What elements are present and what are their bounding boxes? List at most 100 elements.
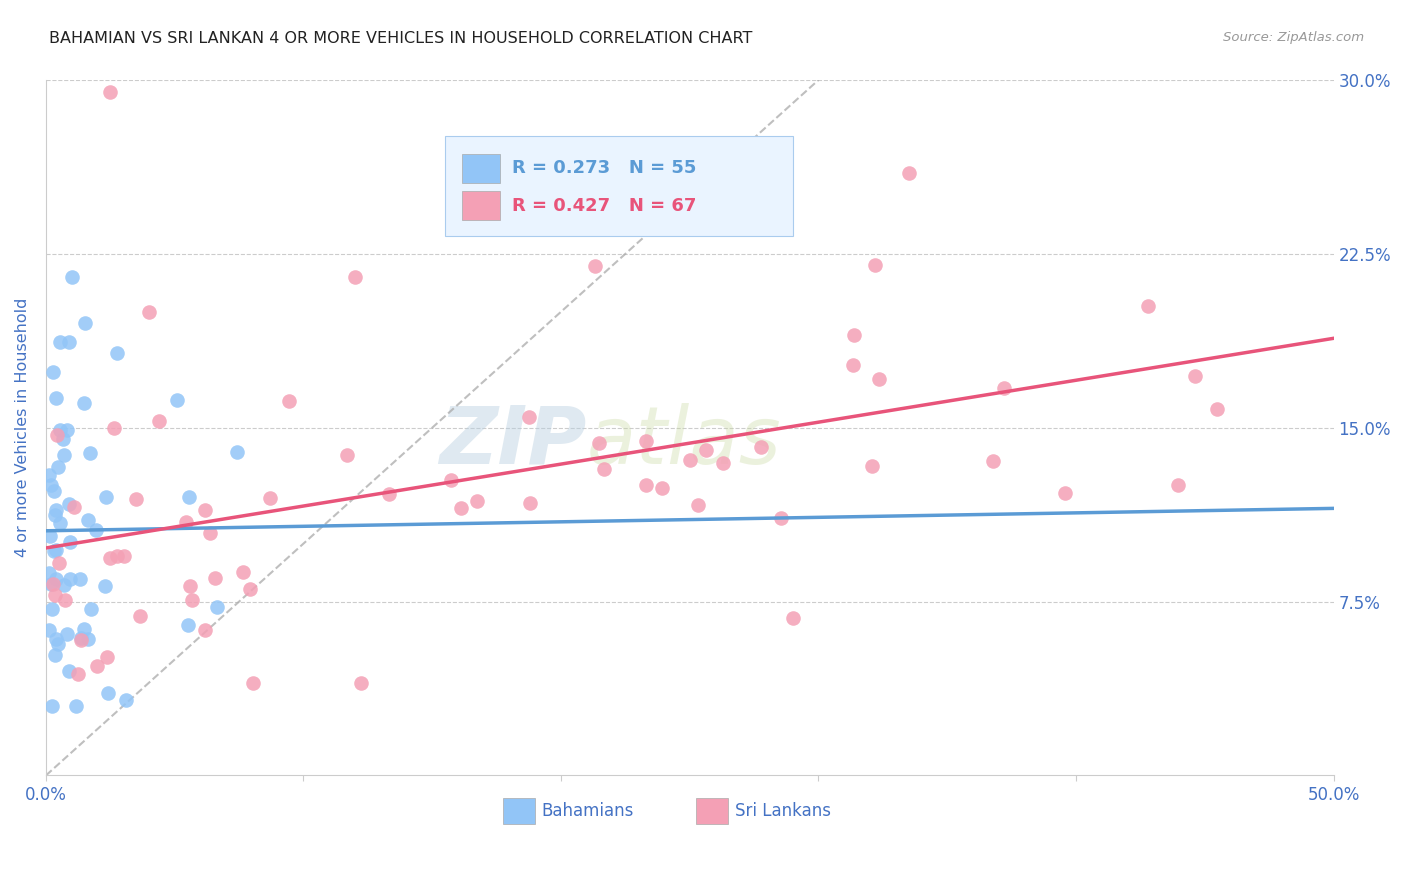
Point	[94, 579, 117, 593]
Point	[52, 433, 75, 447]
Point	[69, 572, 91, 586]
Point	[651, 481, 673, 495]
FancyBboxPatch shape	[696, 797, 728, 824]
Point	[73, 622, 96, 636]
Point	[79, 446, 101, 460]
Point	[259, 491, 281, 505]
Point	[180, 593, 202, 607]
Text: ZIP: ZIP	[439, 402, 586, 481]
Point	[730, 201, 752, 215]
Point	[46, 460, 69, 475]
Point	[226, 445, 249, 459]
Point	[98, 551, 121, 566]
Point	[686, 498, 709, 512]
Point	[177, 618, 200, 632]
Point	[350, 675, 373, 690]
Point	[277, 393, 299, 408]
Text: BAHAMIAN VS SRI LANKAN 4 OR MORE VEHICLES IN HOUSEHOLD CORRELATION CHART: BAHAMIAN VS SRI LANKAN 4 OR MORE VEHICLE…	[49, 31, 752, 46]
Point	[174, 515, 197, 529]
Text: Source: ZipAtlas.com: Source: ZipAtlas.com	[1223, 31, 1364, 45]
Point	[897, 166, 920, 180]
Point	[166, 393, 188, 408]
Point	[194, 624, 217, 638]
Point	[42, 577, 65, 591]
Point	[45, 542, 67, 557]
Point	[48, 334, 70, 349]
Point	[58, 664, 80, 678]
Point	[179, 491, 201, 505]
Point	[440, 473, 463, 487]
Point	[842, 358, 865, 372]
Point	[105, 549, 128, 563]
Point	[38, 468, 60, 483]
Point	[138, 305, 160, 319]
Point	[60, 270, 83, 285]
Point	[41, 698, 63, 713]
Point	[378, 487, 401, 501]
Point	[38, 566, 60, 580]
Point	[115, 692, 138, 706]
Point	[711, 457, 734, 471]
Point	[59, 534, 82, 549]
Point	[56, 627, 79, 641]
Point	[112, 549, 135, 564]
Point	[193, 502, 215, 516]
Point	[96, 490, 118, 504]
Point	[42, 484, 65, 499]
Point	[73, 396, 96, 410]
Point	[981, 454, 1004, 468]
Point	[44, 508, 66, 522]
Point	[44, 588, 66, 602]
FancyBboxPatch shape	[503, 797, 536, 824]
Point	[592, 461, 614, 475]
Point	[98, 85, 121, 99]
Point	[1205, 401, 1227, 416]
Point	[80, 601, 103, 615]
Point	[844, 328, 866, 343]
Point	[42, 544, 65, 558]
Point	[204, 571, 226, 585]
Point	[519, 496, 541, 510]
Point	[53, 593, 76, 607]
Point	[45, 573, 67, 587]
Point	[73, 317, 96, 331]
Point	[48, 556, 70, 570]
Point	[46, 637, 69, 651]
Text: atlas: atlas	[586, 402, 782, 481]
Point	[44, 648, 66, 662]
Point	[39, 577, 62, 591]
Point	[96, 649, 118, 664]
Point	[239, 582, 262, 596]
Point	[232, 565, 254, 579]
Point	[1136, 300, 1159, 314]
Point	[103, 421, 125, 435]
Point	[205, 599, 228, 614]
Point	[49, 516, 72, 530]
Text: R = 0.273   N = 55: R = 0.273 N = 55	[512, 160, 696, 178]
Point	[148, 414, 170, 428]
Text: R = 0.427   N = 67: R = 0.427 N = 67	[512, 197, 696, 215]
Point	[65, 698, 87, 713]
Point	[97, 686, 120, 700]
Point	[695, 443, 717, 458]
Point	[48, 423, 70, 437]
Point	[105, 346, 128, 360]
Point	[52, 448, 75, 462]
Point	[634, 477, 657, 491]
Point	[41, 601, 63, 615]
Point	[868, 372, 890, 386]
Point	[58, 497, 80, 511]
Point	[128, 609, 150, 624]
Point	[343, 270, 366, 285]
Point	[588, 436, 610, 450]
Point	[42, 365, 65, 379]
Y-axis label: 4 or more Vehicles in Household: 4 or more Vehicles in Household	[15, 298, 30, 558]
Point	[242, 675, 264, 690]
Point	[58, 334, 80, 349]
Point	[200, 525, 222, 540]
Point	[770, 510, 793, 524]
Point	[465, 494, 488, 508]
Point	[863, 258, 886, 272]
FancyBboxPatch shape	[446, 136, 793, 236]
Point	[67, 666, 90, 681]
